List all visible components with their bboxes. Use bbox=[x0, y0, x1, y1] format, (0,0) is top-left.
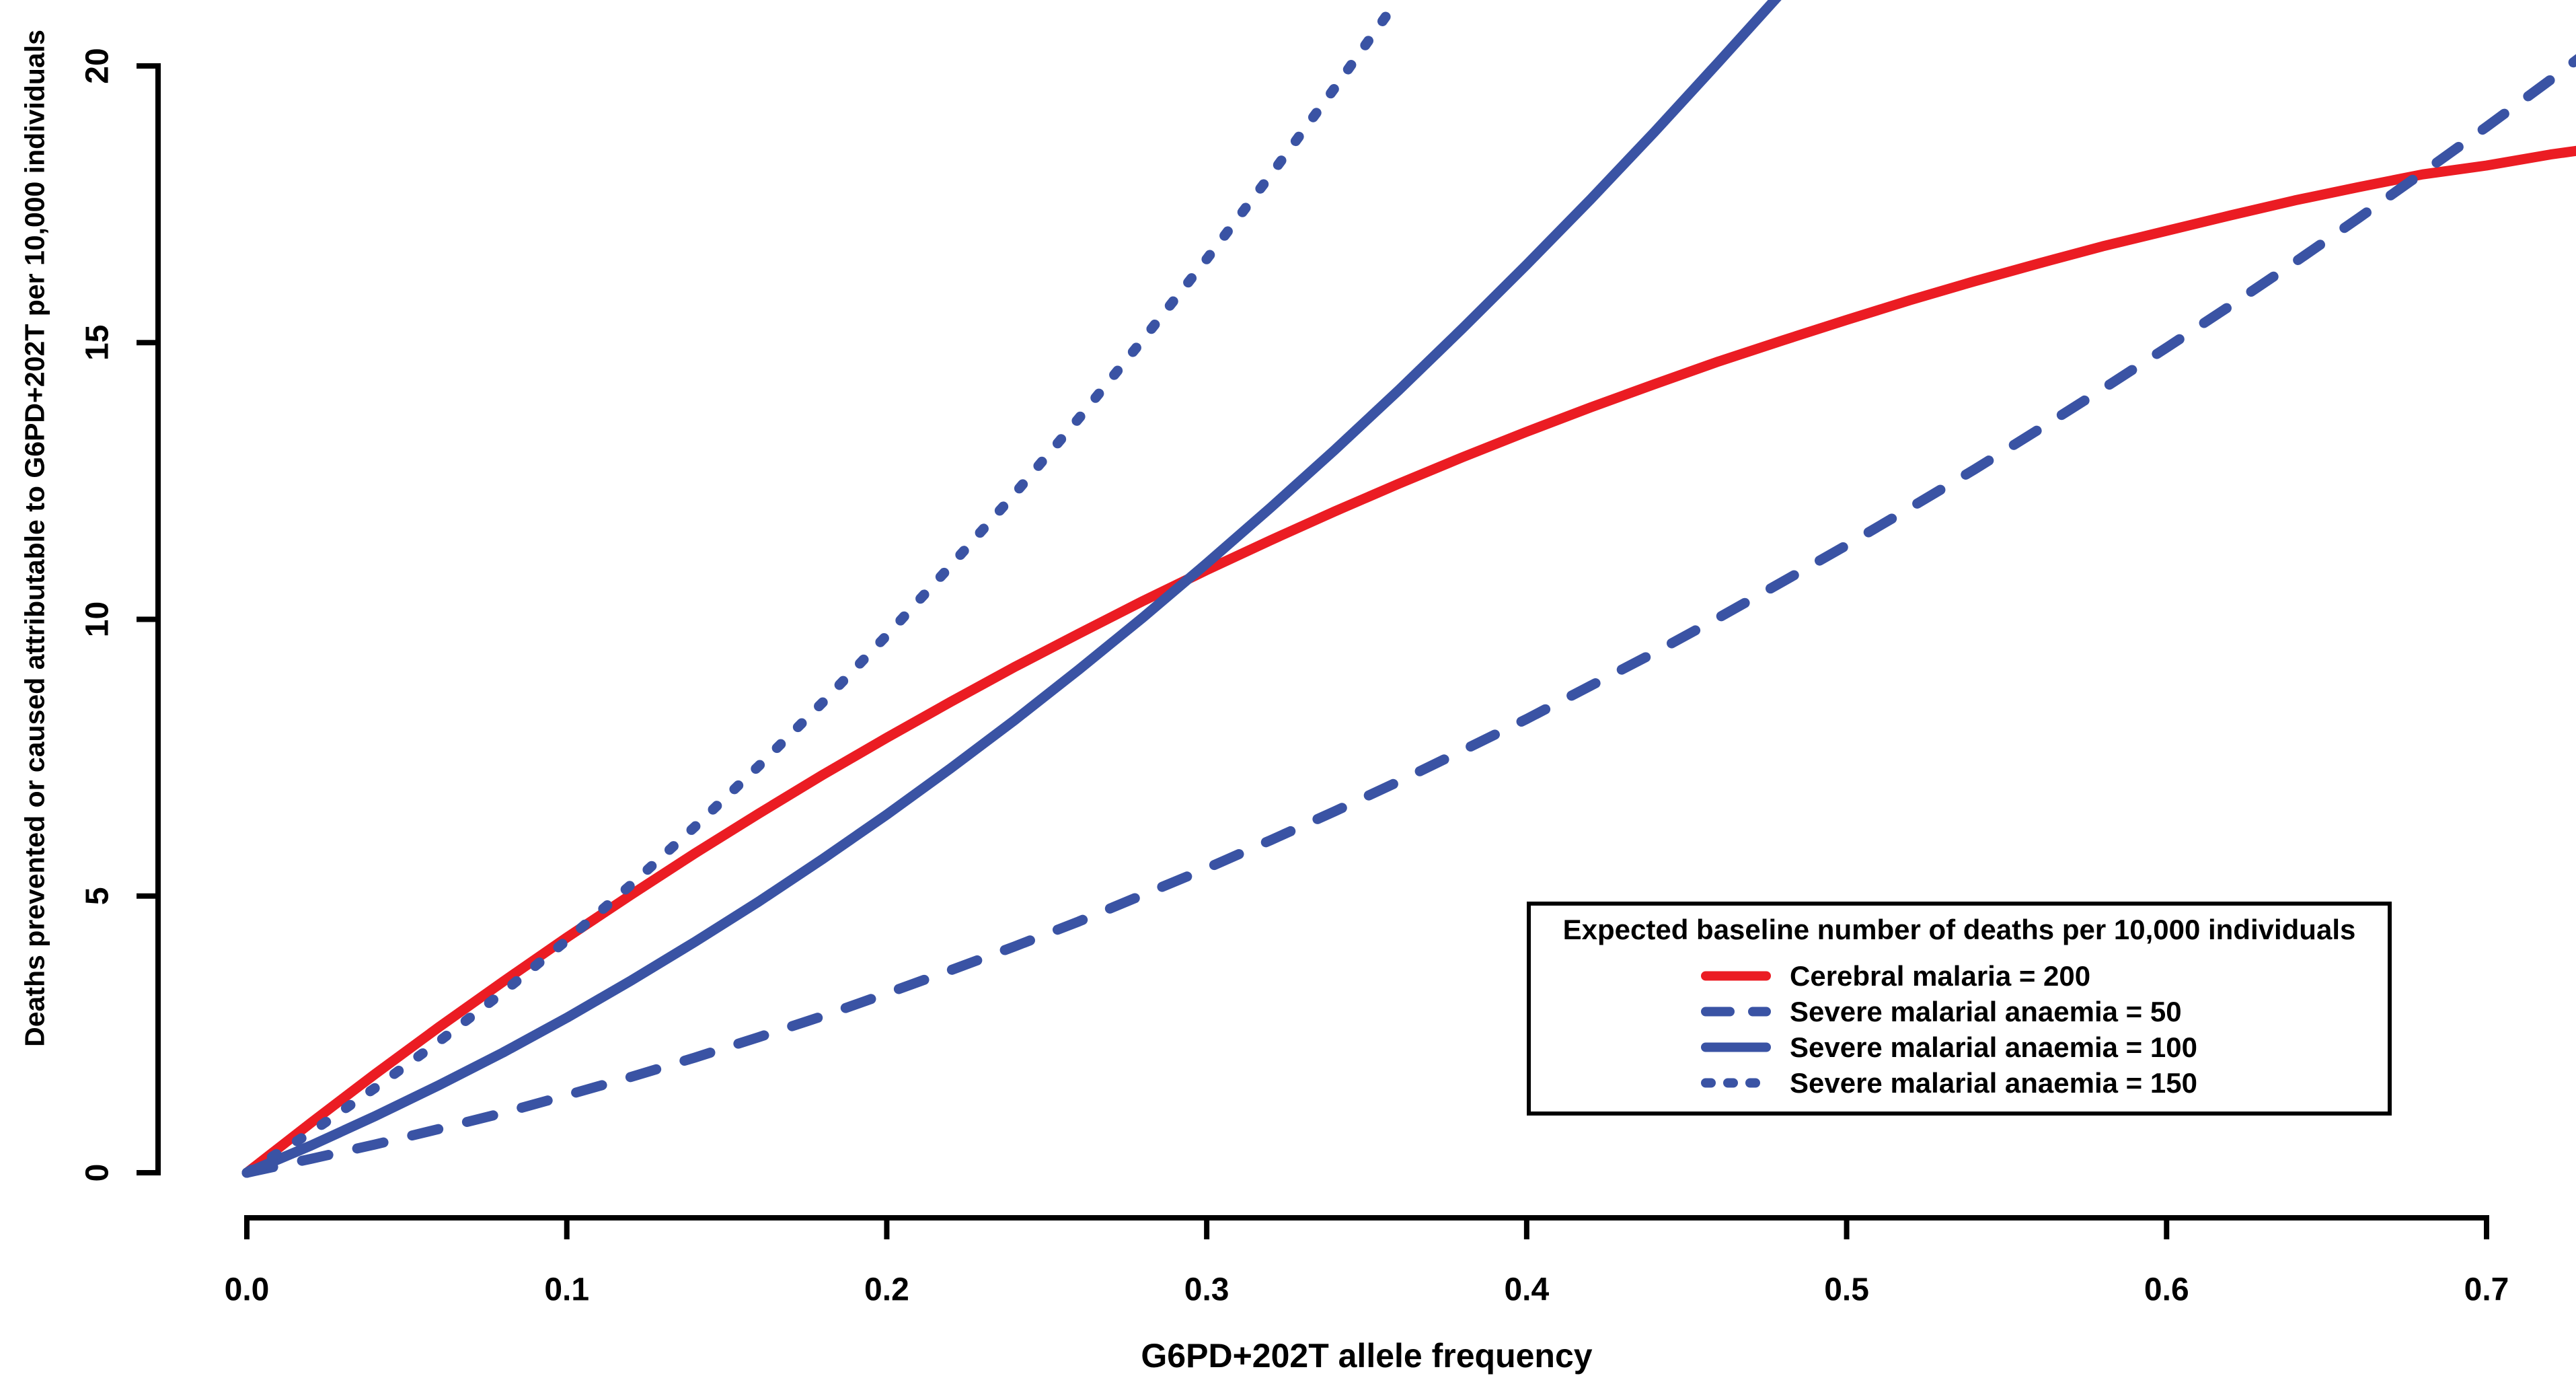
legend-key-line bbox=[1701, 971, 1771, 981]
x-axis-tick-label: 0.6 bbox=[2144, 1272, 2189, 1308]
legend-title: Expected baseline number of deaths per 1… bbox=[1562, 914, 2356, 945]
legend-item-label: Severe malarial anaemia = 100 bbox=[1790, 1031, 2197, 1063]
x-axis-tick-label: 0.3 bbox=[1184, 1272, 1229, 1308]
legend-rows: Cerebral malaria = 200 Severe malarial an… bbox=[1700, 958, 2388, 1101]
y-axis: 0 5 10 15 20 bbox=[80, 48, 161, 1182]
legend-item: Severe malarial anaemia = 150 bbox=[1700, 1065, 2388, 1101]
legend-item: Cerebral malaria = 200 bbox=[1700, 958, 2388, 994]
y-axis-tick-label: 0 bbox=[80, 1164, 116, 1182]
legend: Expected baseline number of deaths per 1… bbox=[1527, 902, 2392, 1116]
x-axis-tick-label: 0.1 bbox=[544, 1272, 589, 1308]
y-axis-tick-label: 5 bbox=[80, 887, 116, 905]
legend-item: Severe malarial anaemia = 50 bbox=[1700, 994, 2388, 1029]
legend-item-label: Severe malarial anaemia = 150 bbox=[1790, 1067, 2197, 1099]
y-axis-tick-label: 10 bbox=[80, 602, 116, 637]
x-axis-tick-label: 0.4 bbox=[1504, 1272, 1549, 1308]
curve-severe-malarial-anaemia-150 bbox=[241, 0, 1404, 1178]
legend-item-label: Cerebral malaria = 200 bbox=[1790, 960, 2091, 992]
x-axis-title: G6PD+202T allele frequency bbox=[1141, 1337, 1593, 1375]
x-axis-tick-label: 0.0 bbox=[225, 1272, 270, 1308]
curve-cerebral-malaria-200 bbox=[241, 145, 2576, 1178]
curve-severe-malarial-anaemia-100 bbox=[241, 0, 1782, 1178]
x-axis-tick-label: 0.7 bbox=[2464, 1272, 2509, 1308]
x-axis-tick-label: 0.2 bbox=[864, 1272, 909, 1308]
y-axis-tick-label: 15 bbox=[80, 325, 116, 361]
legend-item: Severe malarial anaemia = 100 bbox=[1700, 1029, 2388, 1065]
legend-item-label: Severe malarial anaemia = 50 bbox=[1790, 996, 2182, 1027]
x-axis-tick-label: 0.5 bbox=[1824, 1272, 1869, 1308]
legend-key-line bbox=[1701, 1042, 1771, 1052]
legend-key-line bbox=[1701, 1078, 1771, 1088]
y-axis-tick-label: 20 bbox=[80, 48, 116, 83]
x-axis: 0.0 0.1 0.2 0.3 0.4 0.5 0.6 0.7 bbox=[225, 1215, 2509, 1308]
legend-key-line bbox=[1701, 1007, 1771, 1017]
y-axis-title: Deaths prevented or caused attributable … bbox=[19, 30, 50, 1047]
curve-severe-malarial-anaemia-50 bbox=[241, 54, 2576, 1178]
